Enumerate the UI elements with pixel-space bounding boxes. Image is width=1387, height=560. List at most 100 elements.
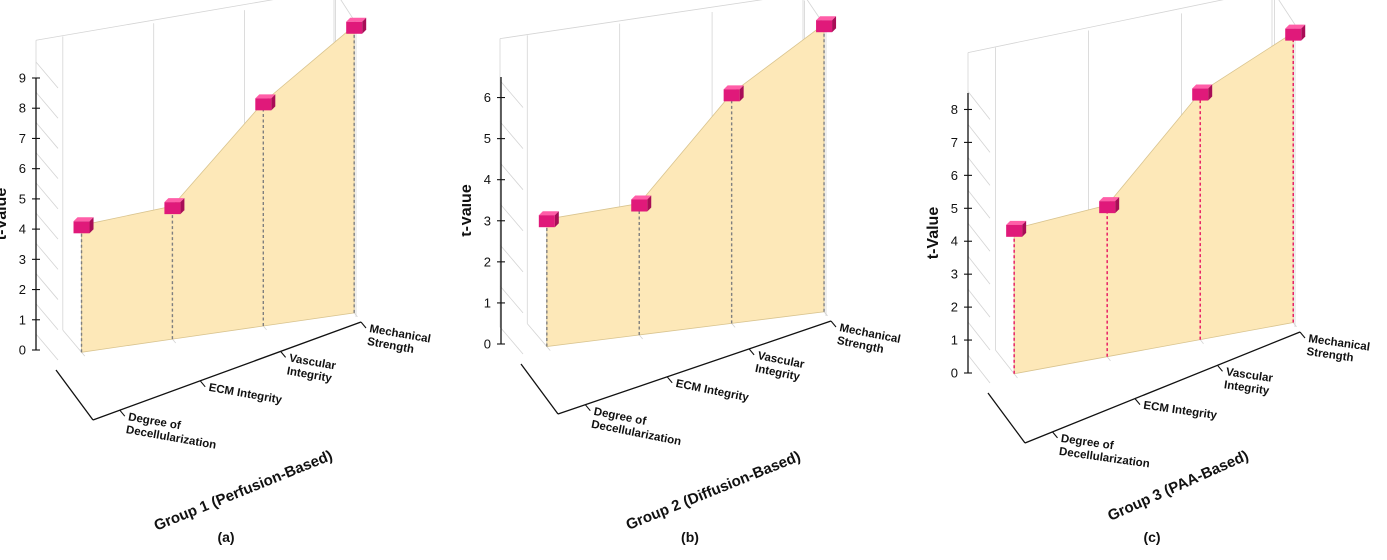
grid-line-left-wall	[967, 321, 991, 351]
marker-front-face	[1285, 28, 1302, 41]
grid-line-left-wall	[967, 91, 991, 120]
y-tick-label: 6	[19, 161, 26, 176]
y-tick-label: 0	[484, 337, 491, 352]
data-point-marker	[538, 211, 559, 228]
y-axis-label: t-Value	[0, 188, 10, 241]
grid-line-left-wall	[499, 80, 524, 108]
marker-front-face	[631, 199, 648, 212]
y-tick-label: 4	[951, 234, 958, 249]
x-tick	[199, 380, 206, 388]
y-axis-label: t-Value	[462, 184, 475, 237]
panel-label: (c)	[1143, 529, 1160, 545]
x-tick	[280, 351, 287, 358]
x-tick	[666, 376, 673, 384]
x-tick	[830, 320, 837, 328]
data-point-marker	[1099, 197, 1120, 214]
marker-side-face	[1301, 24, 1306, 41]
marker-side-face	[1022, 220, 1027, 237]
grid-line-left-wall	[35, 243, 59, 270]
x-category-label: ECM Integrity	[675, 378, 751, 404]
grid-line-left-wall	[499, 244, 524, 273]
box-top-back-edge	[499, 0, 763, 40]
grid-line-left-wall	[967, 157, 991, 186]
y-tick-label: 7	[951, 135, 958, 150]
data-point-marker	[816, 16, 837, 33]
y-tick-label: 3	[19, 252, 26, 267]
data-point-marker	[631, 195, 652, 212]
marker-front-face	[538, 215, 555, 228]
marker-top-face	[1285, 24, 1306, 29]
grid-line-left-wall	[35, 61, 59, 89]
marker-side-face	[271, 94, 276, 111]
marker-front-face	[723, 89, 740, 102]
z-axis-line	[55, 369, 94, 421]
grid-line-left-wall	[35, 152, 59, 179]
y-tick-label: 3	[484, 213, 491, 228]
y-tick-label: 0	[19, 343, 26, 358]
x-axis-line	[557, 320, 832, 415]
marker-front-face	[816, 20, 833, 33]
grid-line-left-wall	[35, 333, 59, 361]
box-top-back-edge	[967, 0, 1224, 53]
marker-front-face	[346, 21, 363, 34]
x-category-label: ECM Integrity	[1143, 400, 1219, 422]
area-ribbon	[81, 24, 355, 353]
data-point-marker	[1192, 84, 1213, 101]
x-tick-label-group: ECM Integrity	[1143, 400, 1219, 422]
x-axis-title: Group 1 (Perfusion-Based)	[152, 447, 335, 534]
x-tick	[1299, 331, 1306, 339]
marker-front-face	[1006, 224, 1023, 237]
marker-top-face	[816, 16, 837, 21]
y-tick-label: 2	[951, 300, 958, 315]
x-axis-line	[92, 321, 362, 421]
area-ribbon	[1013, 31, 1294, 375]
data-point-marker	[73, 217, 94, 234]
data-point-marker	[346, 17, 367, 34]
y-tick-label: 5	[19, 191, 26, 206]
x-tick	[119, 409, 126, 417]
marker-top-face	[538, 211, 559, 216]
y-tick-label: 4	[484, 172, 491, 187]
y-tick-label: 6	[484, 90, 491, 105]
x-axis-title: Group 2 (Diffusion-Based)	[624, 448, 803, 534]
marker-top-face	[1099, 197, 1120, 202]
grid-line-left-wall	[35, 212, 59, 240]
data-point-marker	[723, 85, 744, 102]
grid-line-left-wall	[967, 354, 991, 384]
x-tick	[1134, 398, 1141, 405]
marker-front-face	[255, 98, 272, 111]
z-axis-line	[520, 363, 559, 415]
x-tick-label-group: ECM Integrity	[208, 382, 284, 407]
marker-side-face	[1115, 197, 1120, 214]
grid-line-left-wall	[499, 203, 524, 232]
marker-top-face	[73, 217, 94, 222]
data-point-marker	[1285, 24, 1306, 41]
box-top-back-edge	[35, 0, 274, 41]
marker-side-face	[739, 85, 744, 102]
marker-side-face	[89, 217, 94, 234]
grid-line-left-wall	[35, 122, 59, 149]
y-tick-label: 7	[19, 131, 26, 146]
marker-top-face	[723, 85, 744, 90]
marker-top-face	[1006, 220, 1027, 225]
x-tick	[584, 404, 591, 412]
x-tick-label-group: ECM Integrity	[675, 378, 751, 404]
marker-front-face	[73, 221, 90, 234]
y-tick-label: 2	[19, 282, 26, 297]
x-tick	[1217, 364, 1223, 372]
grid-line-left-wall	[967, 222, 991, 252]
data-point-marker	[1006, 220, 1027, 237]
y-tick-label: 1	[19, 312, 26, 327]
x-category-label: ECM Integrity	[208, 382, 284, 407]
y-tick-label: 3	[951, 267, 958, 282]
marker-side-face	[554, 211, 559, 228]
area-ribbon	[546, 23, 825, 347]
box-top-right-edge	[340, 0, 357, 24]
